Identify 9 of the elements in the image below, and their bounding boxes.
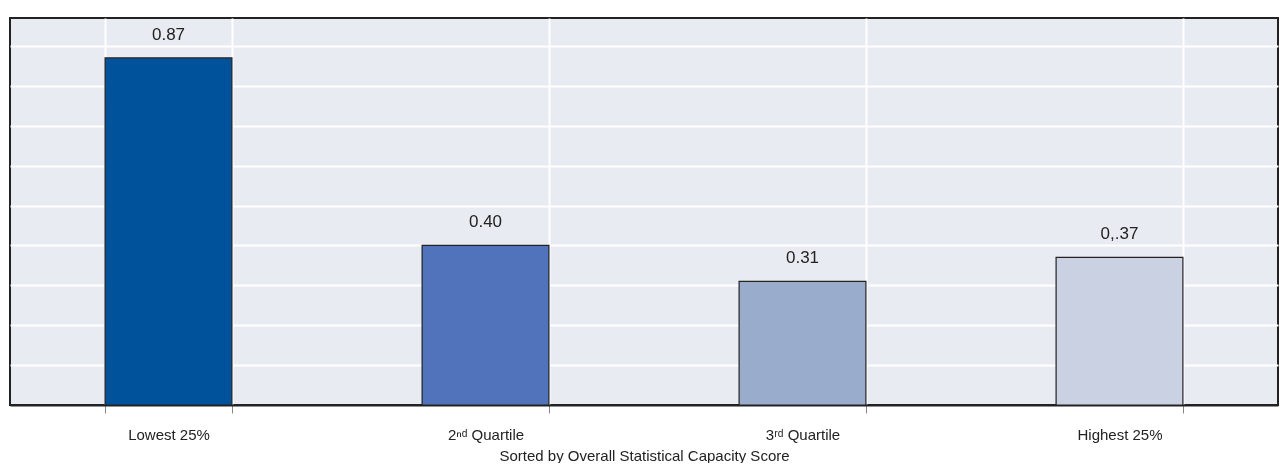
x-tick-label: 2ⁿᵈ Quartile xyxy=(447,425,525,443)
x-tick-label: 3ʳᵈ Quartile xyxy=(765,425,841,443)
x-tick-label: Highest 25% xyxy=(1077,425,1163,443)
x-tick-label: Lowest 25% xyxy=(128,425,210,443)
data-label: 0.31 xyxy=(785,248,820,268)
data-label: 0.40 xyxy=(468,212,503,232)
x-axis-title: Sorted by Overall Statistical Capacity Score xyxy=(499,446,790,464)
data-label: 0,.37 xyxy=(1100,224,1139,244)
data-label: 0.87 xyxy=(151,24,186,44)
